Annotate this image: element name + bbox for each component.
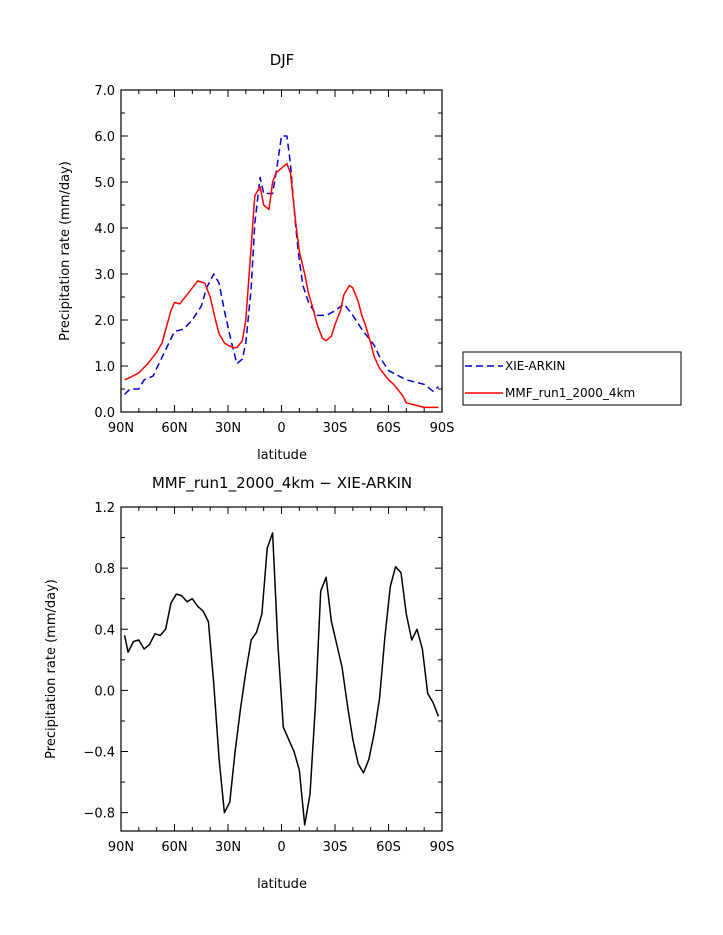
top-y-tick-label: 7.0	[94, 84, 115, 99]
top-y-tick-label: 0.0	[94, 406, 115, 421]
top-y-tick-label: 1.0	[94, 360, 115, 375]
top-x-tick-label: 90S	[430, 421, 455, 436]
legend-label-xie-arkin: XIE-ARKIN	[505, 359, 565, 373]
bottom-x-tick-label: 30S	[323, 840, 348, 855]
top-x-tick-label: 30S	[323, 421, 348, 436]
bottom-y-tick-label: 0.0	[94, 684, 115, 699]
top-x-tick-label: 30N	[215, 421, 241, 436]
bottom-panel: MMF_run1_2000_4km − XIE-ARKIN 90N 60N 30N 0…	[44, 474, 454, 892]
bottom-x-axis-label: latitude	[257, 877, 307, 892]
bottom-x-tick-label: 60N	[161, 840, 187, 855]
top-y-tick-label: 2.0	[94, 314, 115, 329]
top-series-line-xie-arkin	[124, 135, 439, 396]
top-x-tick-label: 90N	[108, 421, 134, 436]
bottom-x-tick-label: 60S	[376, 840, 401, 855]
top-x-tick-label: 60S	[376, 421, 401, 436]
top-y-tick-label: 5.0	[94, 176, 115, 191]
legend-label-mmf: MMF_run1_2000_4km	[505, 386, 635, 400]
bottom-x-tick-label: 90S	[430, 840, 455, 855]
top-y-axis-label: Precipitation rate (mm/day)	[58, 161, 73, 341]
bottom-y-tick-label: 0.8	[94, 562, 115, 577]
bottom-y-tick-label: −0.8	[83, 807, 115, 822]
top-y-tick-label: 3.0	[94, 268, 115, 283]
legend: XIE-ARKIN MMF_run1_2000_4km	[462, 351, 682, 406]
bottom-x-tick-label: 30N	[215, 840, 241, 855]
bottom-y-tick-label: 0.4	[94, 623, 115, 638]
bottom-y-tick-label: −0.4	[83, 746, 115, 761]
top-y-tick-label: 4.0	[94, 222, 115, 237]
legend-box	[462, 351, 682, 406]
bottom-y-tick-label: 1.2	[94, 501, 115, 516]
bottom-y-axis-label: Precipitation rate (mm/day)	[44, 579, 59, 759]
bottom-x-tick-label: 90N	[108, 840, 134, 855]
top-series-line-mmf-run1-2000-4km	[124, 162, 439, 409]
top-x-tick-label: 60N	[161, 421, 187, 436]
bottom-x-tick-label: 0	[277, 840, 285, 855]
top-y-tick-label: 6.0	[94, 130, 115, 145]
bottom-series-line-difference	[123, 532, 440, 826]
top-x-axis-label: latitude	[257, 448, 307, 463]
top-chart-title: DJF	[270, 51, 295, 69]
bottom-plot-frame	[120, 506, 443, 832]
bottom-chart-title: MMF_run1_2000_4km − XIE-ARKIN	[152, 474, 412, 493]
top-x-tick-label: 0	[277, 421, 285, 436]
top-panel: DJF 90N 60N 30N 0 30S 60S 90S 0.0 1.0 2.0 3.0 4.0 5.…	[58, 51, 454, 463]
